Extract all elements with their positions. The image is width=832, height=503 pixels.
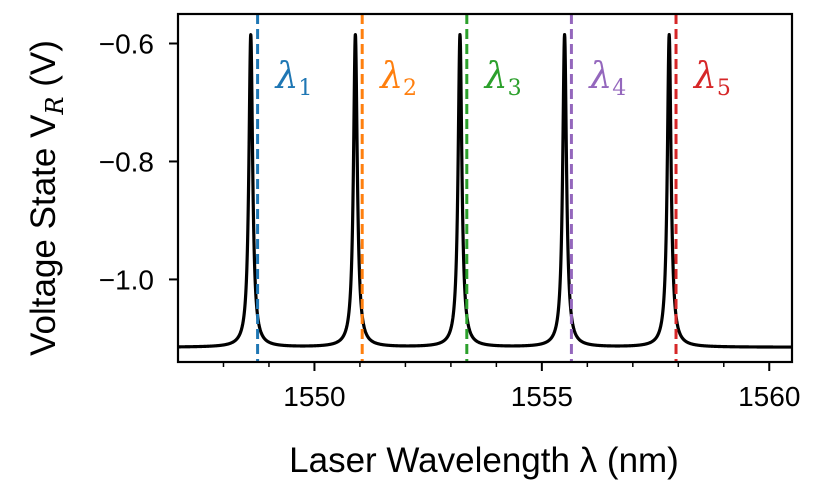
y-tick-label-2: −0.6 xyxy=(99,28,154,59)
y-tick-label-1: −0.8 xyxy=(99,146,154,177)
marker-label-1: λ1 xyxy=(274,56,313,101)
x-tick-label-1550: 1550 xyxy=(283,381,345,412)
plot-area: λ1 λ2 λ3 λ4 λ5 xyxy=(178,14,792,362)
x-axis-title: Laser Wavelength λ (nm) xyxy=(289,441,679,480)
marker-label-2: λ2 xyxy=(378,56,417,101)
y-tick-label-0: −1.0 xyxy=(99,264,154,295)
axes-frame xyxy=(176,12,794,364)
x-tick-label-1560: 1560 xyxy=(738,381,800,412)
x-tick-label-1555: 1555 xyxy=(511,381,573,412)
marker-label-5: λ5 xyxy=(692,56,731,101)
marker-label-3: λ3 xyxy=(483,56,522,101)
axes: 1550 1555 1560 −1.0 −0.8 −0.6 xyxy=(99,12,800,412)
marker-label-4: λ4 xyxy=(587,56,626,101)
y-axis-title: Voltage State VR (V) xyxy=(24,40,69,356)
